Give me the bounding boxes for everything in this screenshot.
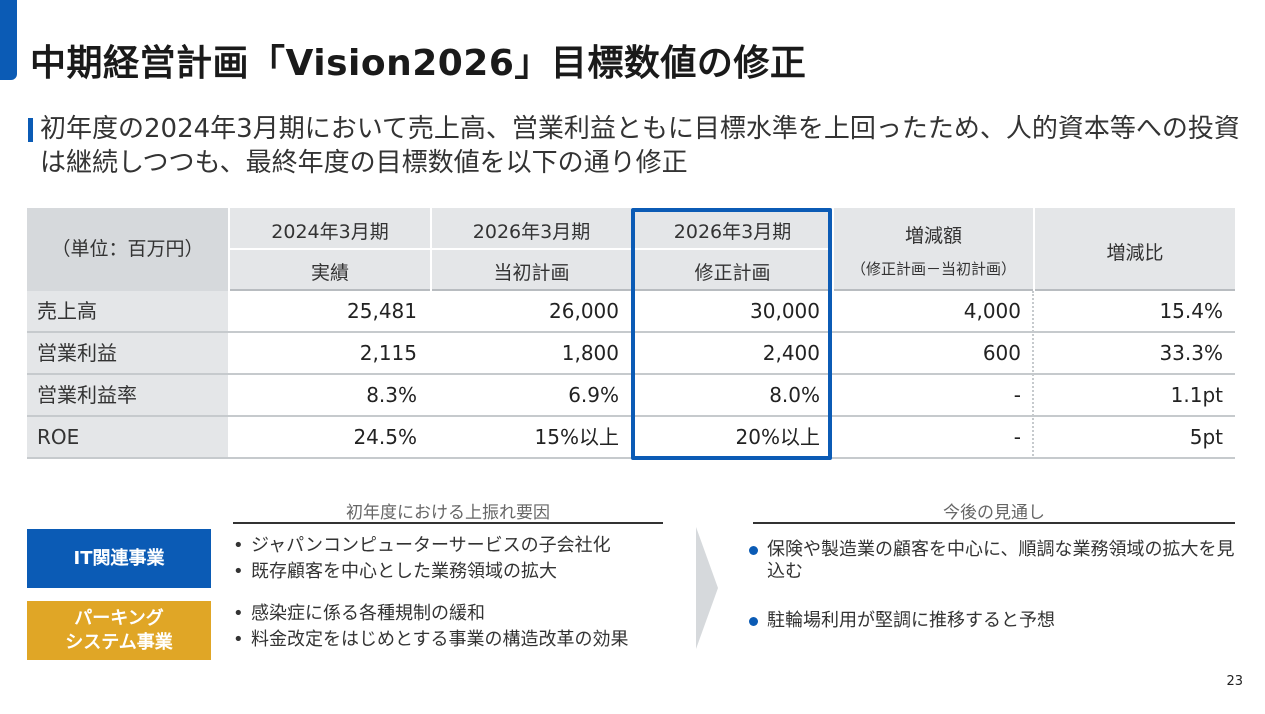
- row-label: 営業利益: [27, 333, 228, 373]
- unit-cell: [27, 208, 228, 291]
- row-label: 売上高: [27, 291, 228, 331]
- outlook-heading-rule: [753, 522, 1235, 524]
- bullet-dot-icon: [749, 546, 758, 555]
- col-header-top: 増減比: [1106, 242, 1164, 264]
- list-item: 駐輪場利用が堅調に推移すると予想: [749, 610, 1239, 632]
- table-cell: 6.9%: [568, 383, 619, 407]
- table-cell: 26,000: [549, 299, 619, 323]
- table-cell: 600: [982, 341, 1021, 365]
- bullet-text: ジャパンコンピューターサービスの子会社化: [251, 535, 611, 556]
- table-cell: 33.3%: [1159, 341, 1223, 365]
- row-label: 営業利益率: [27, 375, 228, 415]
- subtitle-marker: [28, 118, 33, 142]
- list-item: • ジャパンコンピューターサービスの子会社化: [233, 533, 611, 559]
- outlook-text: 保険や製造業の顧客を中心に、順調な業務領域の拡大を見込む: [767, 539, 1235, 582]
- table-cell: 5pt: [1189, 425, 1223, 449]
- table-cell: 30,000: [750, 299, 820, 323]
- outlook-heading: 今後の見通し: [943, 503, 1045, 523]
- col-header-top: 2024年3月期: [271, 221, 389, 243]
- col-header-top: 増減額: [904, 225, 962, 247]
- table-cell: 1.1pt: [1170, 383, 1223, 407]
- table-cell: 15%以上: [534, 425, 619, 449]
- page-number: 23: [1226, 674, 1243, 689]
- bullet-dot-icon: [749, 617, 758, 626]
- bullet-icon: •: [233, 603, 244, 624]
- outlook-text: 駐輪場利用が堅調に推移すると予想: [767, 610, 1055, 631]
- table-cell: 1,800: [561, 341, 619, 365]
- col-header-top: 2026年3月期: [673, 221, 792, 243]
- title-accent-bar: [0, 0, 17, 80]
- factors-heading-rule: [233, 522, 663, 524]
- col-header-top: 2026年3月期: [472, 221, 591, 243]
- parking-segment-badge: パーキング システム事業: [27, 601, 211, 660]
- table-cell: 2,115: [359, 341, 417, 365]
- table-cell: 2,400: [762, 341, 820, 365]
- segment-name-line2: システム事業: [65, 631, 173, 653]
- page-title: 中期経営計画「Vision2026」目標数値の修正: [30, 43, 807, 84]
- bullet-text: 感染症に係る各種規制の緩和: [251, 603, 485, 624]
- col-header-bottom: 当初計画: [493, 262, 570, 284]
- table-row: 営業利益率 8.3% 6.9% 8.0% - 1.1pt: [27, 375, 1235, 417]
- table-cell: -: [1013, 425, 1021, 449]
- it-segment-badge: IT関連事業: [27, 529, 211, 588]
- bullet-icon: •: [233, 561, 244, 582]
- table-cell: 24.5%: [353, 425, 417, 449]
- col-header-bottom: 実績: [310, 262, 349, 284]
- factors-heading: 初年度における上振れ要因: [346, 503, 550, 523]
- column-divider-dotted: [1032, 291, 1034, 459]
- header-divider: [230, 248, 832, 250]
- table-cell: 25,481: [347, 299, 417, 323]
- unit-label: （単位：百万円）: [51, 238, 204, 260]
- table-cell: 4,000: [963, 299, 1021, 323]
- list-item: • 既存顧客を中心とした業務領域の拡大: [233, 559, 557, 585]
- row-label: ROE: [27, 417, 228, 457]
- bullet-text: 既存顧客を中心とした業務領域の拡大: [251, 561, 557, 582]
- table-cell: 8.0%: [769, 383, 820, 407]
- table-cell: 20%以上: [735, 425, 820, 449]
- revised-plan-highlight: [631, 208, 832, 460]
- bullet-icon: •: [233, 535, 244, 556]
- col-header-bottom: 修正計画: [694, 262, 771, 284]
- chevron-right-icon: [696, 527, 718, 649]
- table-cell: -: [1013, 383, 1021, 407]
- subtitle-text: 初年度の2024年3月期において売上高、営業利益ともに目標水準を上回ったため、人…: [40, 114, 1240, 178]
- segment-name-line1: パーキング: [74, 607, 164, 629]
- segment-name: IT関連事業: [73, 547, 165, 569]
- bullet-text: 料金改定をはじめとする事業の構造改革の効果: [251, 629, 629, 650]
- list-item: • 料金改定をはじめとする事業の構造改革の効果: [233, 627, 628, 653]
- bullet-icon: •: [233, 629, 244, 650]
- list-item: • 感染症に係る各種規制の緩和: [233, 601, 485, 627]
- header-divider: [228, 208, 230, 291]
- table-cell: 8.3%: [366, 383, 417, 407]
- table-cell: 15.4%: [1159, 299, 1223, 323]
- list-item: 保険や製造業の顧客を中心に、順調な業務領域の拡大を見込む: [749, 539, 1239, 583]
- col-header-bottom: （修正計画－当初計画）: [850, 260, 1016, 278]
- header-divider: [832, 208, 834, 291]
- header-divider: [1033, 208, 1035, 291]
